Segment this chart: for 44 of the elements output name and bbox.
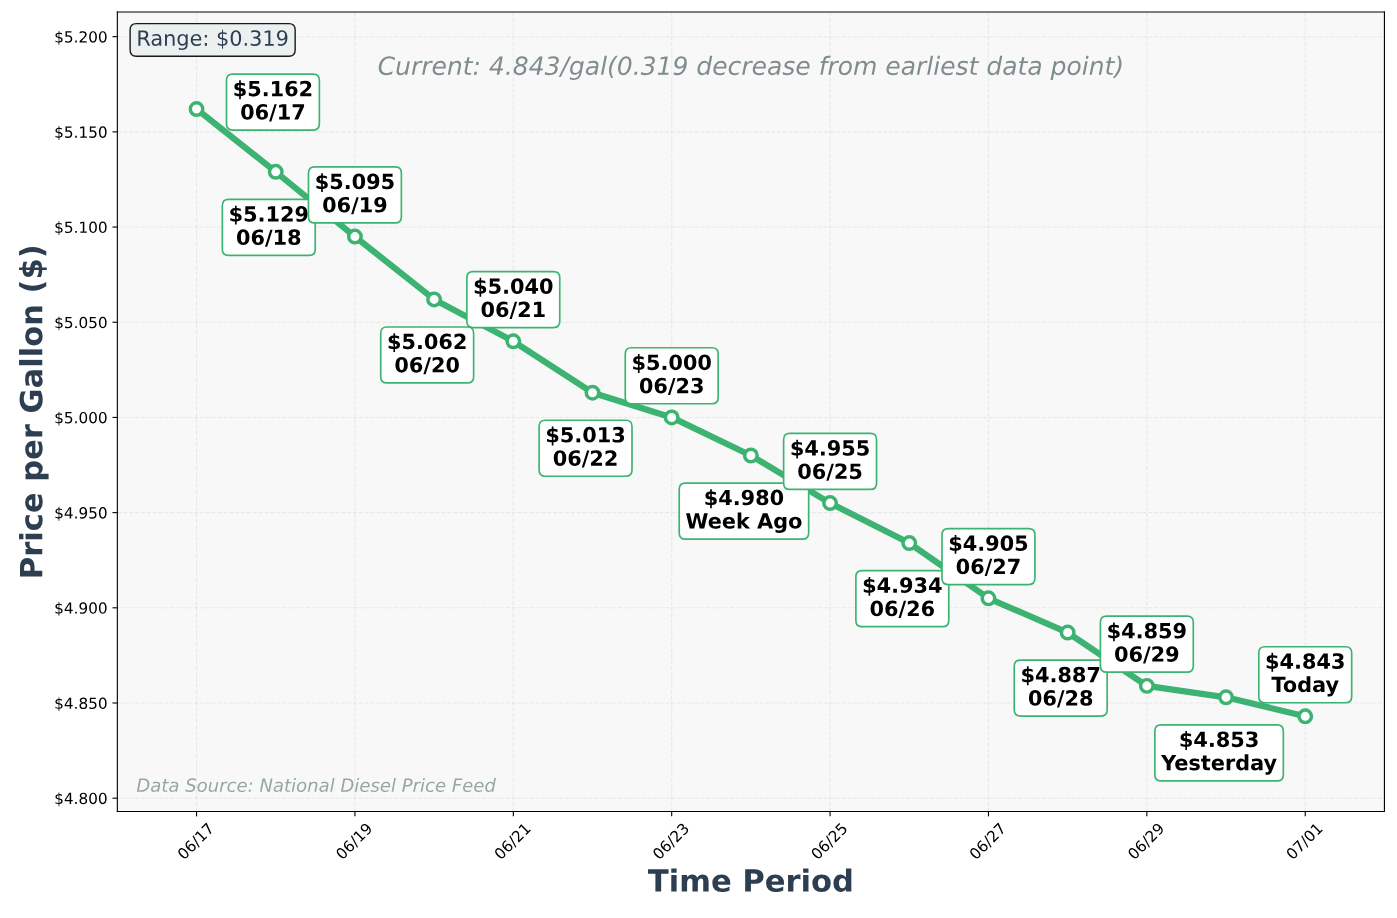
point	[742, 447, 759, 464]
data-label: $4.859 06/29	[1108, 622, 1186, 664]
y-tick-label: $5.050	[55, 316, 107, 331]
data-label: $4.955 06/25	[791, 439, 869, 481]
point	[426, 291, 443, 308]
data-label: $5.000 06/23	[633, 354, 711, 396]
y-tick-label: $5.200	[55, 30, 107, 45]
data-label: $5.013 06/22	[546, 426, 625, 468]
point	[188, 101, 205, 118]
annotation: Current: 4.843/gal(0.319 decrease from earliest data point)	[378, 55, 1122, 80]
point	[346, 228, 363, 245]
data-label: $5.095 06/19	[316, 173, 394, 215]
data-label: $4.905 06/27	[949, 534, 1028, 576]
point	[901, 535, 918, 552]
point	[1138, 677, 1155, 694]
data-label: $4.853 Yesterday	[1160, 731, 1277, 775]
point	[663, 409, 680, 426]
y-tick-label: $4.850	[55, 697, 107, 712]
y-tick-label: $5.150	[55, 126, 107, 140]
y-tick-label: $4.800	[55, 792, 107, 807]
point	[980, 590, 997, 607]
y-tick-label: $5.000	[55, 411, 107, 426]
data-label: $5.162 06/17	[234, 80, 312, 122]
y-axis-title: Price per Gallon ($)	[19, 246, 49, 577]
x-axis-title: Time Period	[648, 868, 852, 893]
data-label: $5.040 06/21	[474, 277, 553, 319]
data-label: $4.843 Today	[1266, 652, 1344, 697]
point	[1059, 624, 1076, 641]
point	[1297, 708, 1314, 725]
y-tick-label: $4.950	[55, 506, 107, 521]
point	[584, 384, 601, 401]
data-label: $5.129 06/18	[230, 205, 308, 247]
y-tick-label: $5.100	[55, 221, 107, 236]
point	[505, 333, 522, 350]
point	[267, 163, 284, 180]
data-label: $5.062 06/20	[388, 333, 466, 375]
annotation: Data Source: National Diesel Price Feed	[136, 778, 496, 793]
data-label: $4.934 06/26	[863, 576, 942, 618]
data-label: $4.980 Week Ago	[686, 489, 802, 533]
annotation: Range: $0.319	[138, 29, 288, 50]
point	[1218, 689, 1235, 706]
y-tick-label: $4.900	[55, 602, 107, 616]
data-label: $4.887 06/28	[1022, 666, 1100, 708]
point	[822, 495, 839, 512]
